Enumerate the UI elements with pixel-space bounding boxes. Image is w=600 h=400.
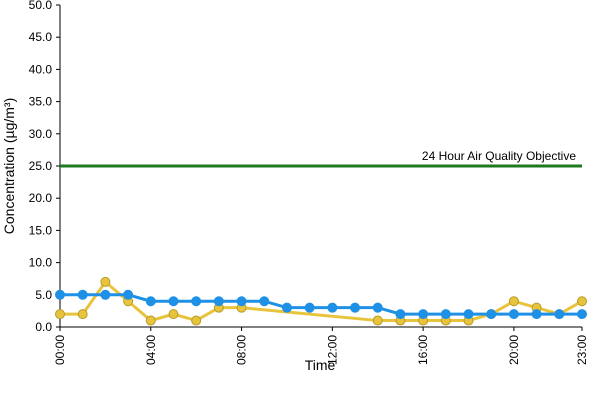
- x-tick-label: 12:00: [325, 335, 339, 365]
- y-tick-label: 35.0: [29, 95, 53, 109]
- point: [77, 289, 88, 300]
- x-tick-label: 08:00: [235, 335, 249, 365]
- point: [168, 296, 179, 307]
- y-tick-label: 30.0: [29, 127, 53, 141]
- y-tick-label: 15.0: [29, 223, 53, 237]
- point: [191, 296, 202, 307]
- y-tick-label: 10.0: [29, 256, 53, 270]
- point: [531, 309, 542, 320]
- point: [55, 289, 65, 300]
- point: [100, 276, 111, 287]
- y-tick-label: 25.0: [29, 159, 53, 173]
- point: [577, 296, 587, 307]
- point: [259, 296, 270, 307]
- point: [440, 309, 451, 320]
- x-tick-label: 20:00: [507, 335, 521, 365]
- point: [145, 315, 156, 326]
- y-tick-label: 5.0: [35, 288, 52, 302]
- point: [191, 315, 202, 326]
- point: [100, 289, 111, 300]
- y-tick-label: 20.0: [29, 191, 53, 205]
- y-tick-label: 0.0: [35, 320, 52, 334]
- point: [463, 309, 474, 320]
- point: [145, 296, 156, 307]
- point: [508, 296, 519, 307]
- y-tick-label: 40.0: [29, 62, 53, 76]
- point: [327, 302, 338, 313]
- x-tick-label: 00:00: [53, 335, 67, 365]
- point: [418, 309, 429, 320]
- point: [508, 309, 519, 320]
- point: [395, 309, 406, 320]
- y-tick-label: 45.0: [29, 30, 53, 44]
- point: [372, 302, 383, 313]
- point: [77, 309, 88, 320]
- point: [577, 309, 587, 320]
- point: [168, 309, 179, 320]
- point: [372, 315, 383, 326]
- point: [236, 296, 247, 307]
- x-tick-label: 23:00: [575, 335, 589, 365]
- point: [350, 302, 361, 313]
- y-tick-label: 50.0: [29, 0, 53, 12]
- x-tick-label: 04:00: [144, 335, 158, 365]
- point: [281, 302, 292, 313]
- point: [213, 296, 224, 307]
- point: [554, 309, 565, 320]
- point: [486, 309, 497, 320]
- x-axis-title: Time: [305, 357, 336, 373]
- x-tick-label: 16:00: [416, 335, 430, 365]
- point: [123, 289, 134, 300]
- y-axis-title: Concentration (µg/m³): [1, 98, 17, 234]
- point: [304, 302, 315, 313]
- point: [55, 309, 65, 320]
- series-label: 24 Hour Air Quality Objective: [422, 149, 576, 163]
